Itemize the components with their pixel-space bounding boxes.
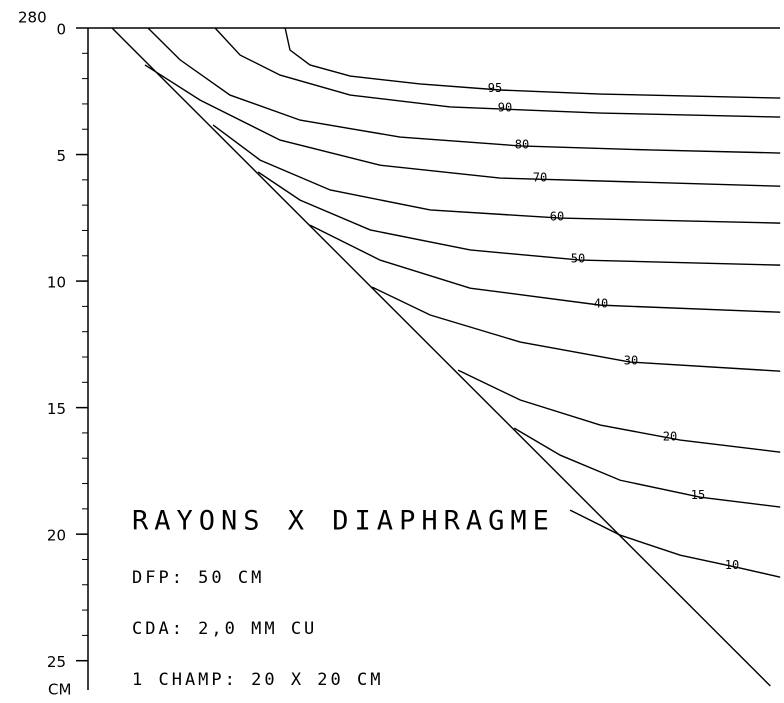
isodose-line [569, 509, 781, 578]
isodose-line [147, 27, 781, 154]
y-tick-label: 25 [47, 653, 66, 671]
curve-label: 15 [691, 488, 705, 502]
chart-title: RAYONS X DIAPHRAGME [132, 506, 555, 537]
annotation: CDA: 2,0 MM CU [132, 619, 317, 639]
y-tick-label: 20 [47, 527, 66, 545]
isodose-line [457, 369, 781, 453]
curve-label: 80 [515, 137, 529, 151]
isodose-line [257, 171, 781, 266]
curve-label: 30 [624, 354, 638, 368]
y-tick-label: 0 [56, 21, 66, 39]
curve-label: 70 [533, 171, 547, 185]
curve-label: 90 [498, 101, 512, 115]
annotation: 1 CHAMP: 20 X 20 CM [132, 670, 383, 690]
y-tick-label: 5 [56, 147, 66, 165]
isodose-line [144, 64, 781, 187]
field-edge [111, 27, 771, 687]
isodose-line [309, 224, 781, 313]
curve-label: 95 [488, 81, 502, 95]
isodose-line [212, 124, 781, 224]
curve-label: 20 [663, 430, 677, 444]
curve-label: 60 [550, 209, 564, 223]
y-tick-label: 10 [47, 274, 66, 292]
curve-label: 10 [725, 558, 739, 572]
top-label: 280 [18, 9, 47, 27]
isodose-line [513, 427, 781, 508]
isodose-line [371, 286, 781, 372]
y-unit: CM [48, 681, 71, 699]
y-tick-label: 15 [47, 400, 66, 418]
isodose-line [214, 27, 781, 118]
annotation: DFP: 50 CM [132, 568, 264, 588]
curve-label: 50 [571, 251, 585, 265]
curve-label: 40 [594, 297, 608, 311]
isodose-line [284, 27, 781, 99]
